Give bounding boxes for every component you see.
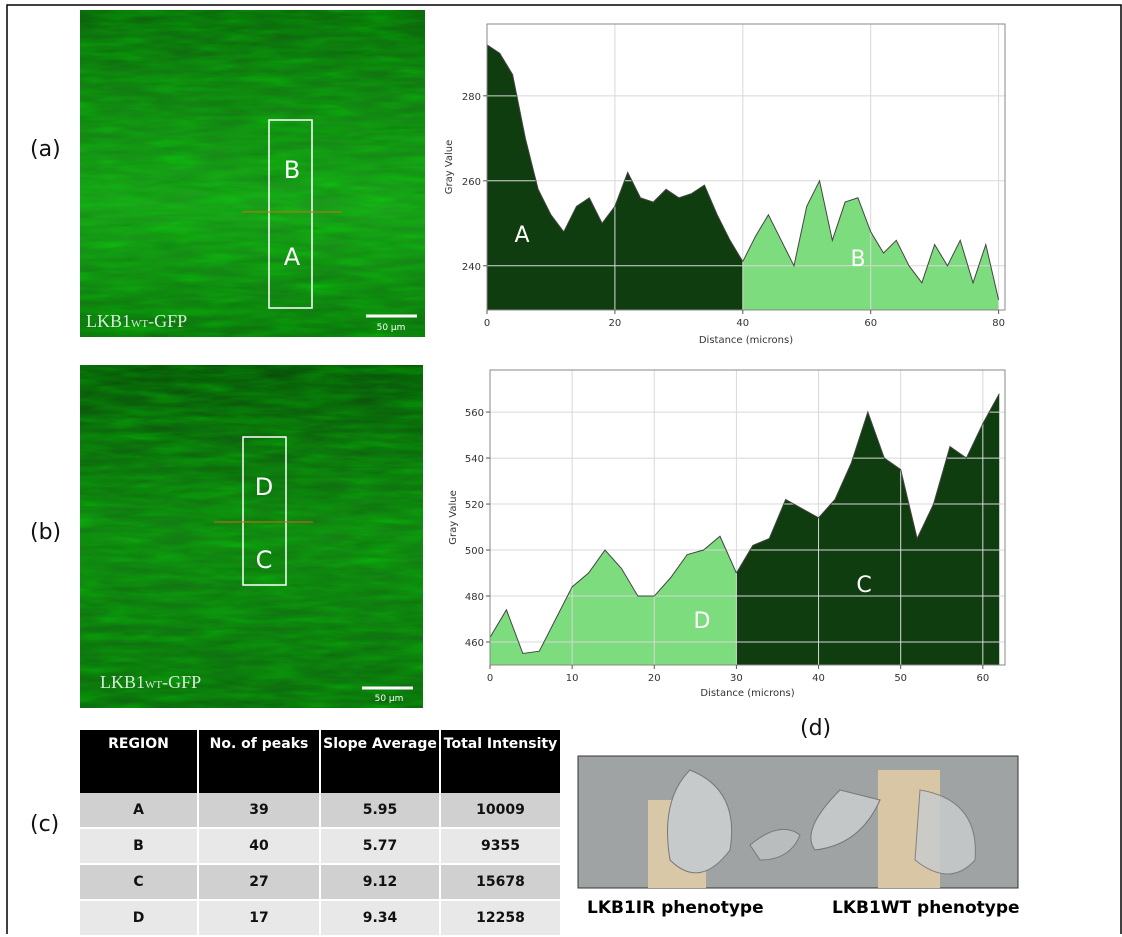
- table-cell: 10009: [440, 793, 561, 828]
- table-cell: 15678: [440, 864, 561, 900]
- x-tick-label: 60: [976, 673, 989, 684]
- series-label: B: [850, 247, 865, 272]
- table-cell: 5.77: [320, 828, 440, 864]
- scale-label: 50 µm: [377, 323, 406, 333]
- figure: B A LKB1WT-GFP 50 µm D C LKB1WT-GFP 50 µ…: [0, 0, 1122, 934]
- region-label: B: [284, 156, 300, 184]
- x-tick-label: 60: [864, 318, 877, 329]
- table-cell: 12258: [440, 900, 561, 936]
- table-cell: 9.34: [320, 900, 440, 936]
- stain-subscript: WT: [145, 679, 162, 691]
- header-cell: Slope Average: [320, 730, 440, 793]
- series-label: A: [514, 223, 529, 248]
- micrograph: D C LKB1WT-GFP 50 µm: [80, 365, 423, 708]
- x-tick-label: 50: [894, 673, 907, 684]
- stain-subscript: WT: [131, 318, 148, 330]
- region-label: C: [256, 546, 273, 574]
- stain-suffix: -GFP: [148, 311, 187, 331]
- y-tick-label: 280: [462, 92, 481, 103]
- y-axis-label: Gray Value: [448, 490, 459, 545]
- header-cell: No. of peaks: [198, 730, 320, 793]
- x-tick-label: 0: [484, 318, 490, 329]
- region-label: D: [255, 473, 273, 501]
- y-axis-label: Gray Value: [444, 140, 455, 195]
- micrograph-texture: [80, 365, 423, 708]
- x-axis-label: Distance (microns): [699, 335, 793, 346]
- x-tick-label: 40: [736, 318, 749, 329]
- series-label: C: [856, 573, 871, 598]
- y-tick-label: 500: [465, 546, 484, 557]
- y-tick-label: 540: [465, 454, 484, 465]
- photo-caption: LKB1WT phenotype: [832, 898, 1020, 918]
- table-cell: 27: [198, 864, 320, 900]
- table-cell: 9355: [440, 828, 561, 864]
- x-tick-label: 10: [566, 673, 579, 684]
- x-axis-label: Distance (microns): [700, 688, 794, 699]
- stain-name: LKB1: [100, 672, 145, 692]
- table-cell: 39: [198, 793, 320, 828]
- table-cell: A: [80, 793, 198, 828]
- table-cell: 9.12: [320, 864, 440, 900]
- y-tick-label: 560: [465, 408, 484, 419]
- micrograph: B A LKB1WT-GFP 50 µm: [80, 10, 425, 337]
- x-tick-label: 0: [487, 673, 493, 684]
- results-table: REGION No. of peaks Slope Average Total …: [80, 730, 562, 937]
- x-tick-label: 20: [609, 318, 622, 329]
- panel-label: (c): [30, 812, 59, 837]
- series-label: D: [694, 609, 711, 634]
- table-cell: B: [80, 828, 198, 864]
- y-tick-label: 460: [465, 638, 484, 649]
- x-tick-label: 40: [812, 673, 825, 684]
- y-tick-label: 240: [462, 262, 481, 273]
- photo: [578, 756, 1018, 888]
- table-cell: 5.95: [320, 793, 440, 828]
- x-tick-label: 30: [730, 673, 743, 684]
- chart: D C 460 480 500 520 540 560 0 10 20 30 40 50 60 Distanc…: [448, 370, 1005, 699]
- photo-caption: LKB1IR phenotype: [587, 898, 764, 918]
- y-tick-label: 260: [462, 177, 481, 188]
- header-cell: Total Intensity: [440, 730, 561, 793]
- table-cell: 40: [198, 828, 320, 864]
- y-tick-label: 480: [465, 592, 484, 603]
- header-cell: REGION: [80, 730, 198, 793]
- x-tick-label: 80: [992, 318, 1005, 329]
- table-header: REGION No. of peaks Slope Average Total …: [80, 730, 561, 793]
- panel-label: (a): [30, 137, 61, 162]
- x-tick-label: 20: [648, 673, 661, 684]
- scale-label: 50 µm: [375, 694, 404, 704]
- stain-suffix: -GFP: [162, 672, 201, 692]
- table-cell: D: [80, 900, 198, 936]
- y-tick-label: 520: [465, 500, 484, 511]
- chart: A B 240 260 280 0 20 40 60 80 Distance (microns) Gr…: [444, 24, 1005, 346]
- panel-label: (b): [30, 520, 61, 545]
- table-cell: C: [80, 864, 198, 900]
- panel-label: (d): [800, 716, 831, 741]
- micrograph-texture: [80, 10, 425, 337]
- region-label: A: [284, 243, 301, 271]
- stain-name: LKB1: [86, 311, 131, 331]
- table-cell: 17: [198, 900, 320, 936]
